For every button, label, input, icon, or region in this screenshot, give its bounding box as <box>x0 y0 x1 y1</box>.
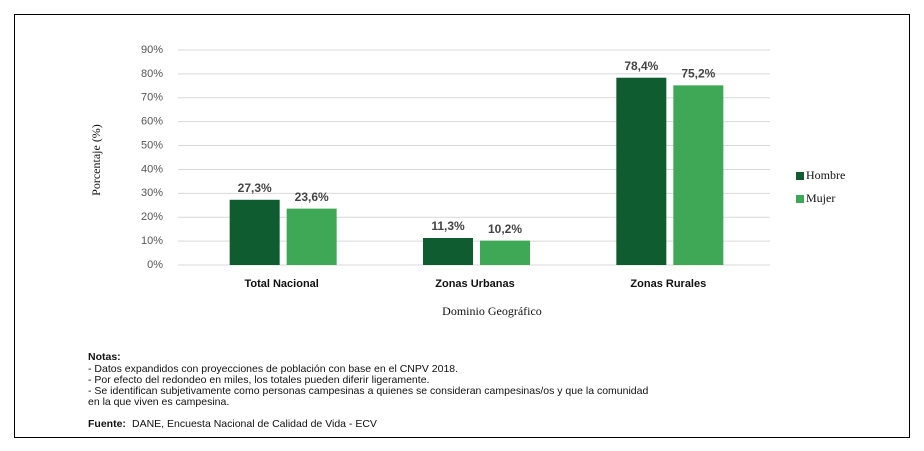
value-label: 75,2% <box>681 67 715 81</box>
y-tick-label: 10% <box>141 235 163 247</box>
x-tick-label: Zonas Urbanas <box>435 278 514 290</box>
bar <box>616 77 667 265</box>
source-label: Fuente: <box>88 418 126 430</box>
note-line: en la que viven es campesina. <box>88 396 229 408</box>
y-tick-label: 60% <box>141 116 163 128</box>
y-tick-label: 80% <box>141 68 163 80</box>
y-tick-label: 20% <box>141 211 163 223</box>
source-text: DANE, Encuesta Nacional de Calidad de Vi… <box>132 418 377 430</box>
bar <box>673 85 724 265</box>
x-tick-label: Total Nacional <box>244 278 318 290</box>
y-tick-label: 0% <box>147 259 163 271</box>
y-tick-label: 70% <box>141 92 163 104</box>
frame <box>14 14 910 438</box>
bar <box>229 199 280 265</box>
value-label: 23,6% <box>295 190 329 204</box>
value-label: 11,3% <box>431 219 465 233</box>
y-axis-label: Porcentaje (%) <box>89 124 103 196</box>
value-label: 78,4% <box>624 59 658 73</box>
value-label: 27,3% <box>238 181 272 195</box>
note-line: - Datos expandidos con proyecciones de p… <box>88 363 458 375</box>
notes-title: Notas: <box>88 351 121 363</box>
note-line: - Se identifican subjetivamente como per… <box>88 385 648 397</box>
value-label: 10,2% <box>488 222 522 236</box>
legend-swatch <box>796 172 804 180</box>
bar <box>286 208 337 265</box>
bar <box>423 238 473 265</box>
y-tick-label: 30% <box>141 187 163 199</box>
legend-label: Hombre <box>806 168 845 182</box>
bar <box>480 240 530 265</box>
y-tick-label: 50% <box>141 139 163 151</box>
note-line: - Por efecto del redondeo en miles, los … <box>88 374 429 386</box>
x-axis-label: Dominio Geográfico <box>442 304 542 318</box>
y-tick-label: 90% <box>141 44 163 56</box>
y-tick-label: 40% <box>141 163 163 175</box>
x-tick-label: Zonas Rurales <box>630 278 706 290</box>
legend-swatch <box>796 195 804 203</box>
legend-label: Mujer <box>806 191 835 205</box>
